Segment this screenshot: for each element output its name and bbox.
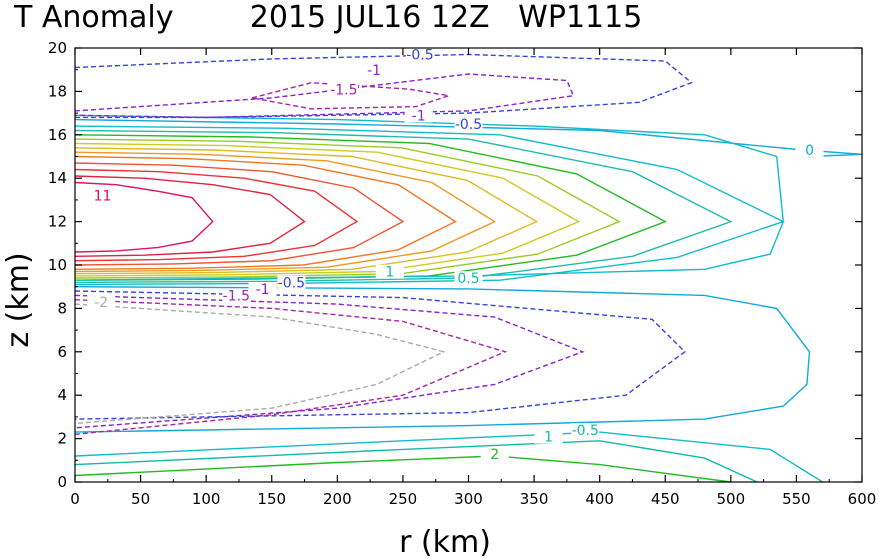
contour-line xyxy=(74,286,811,433)
contour-line xyxy=(74,147,539,275)
contour-label-bg xyxy=(87,295,116,310)
x-axis: 0 50 100 150 200 250 300 350 400 450 500 550 600 xyxy=(70,48,876,508)
contour-label: -0.5 xyxy=(278,276,305,292)
contour-label-bg xyxy=(454,117,483,132)
contour-label-bg xyxy=(360,62,389,77)
contour-line xyxy=(74,53,693,119)
x-tick-label: 150 xyxy=(257,490,286,508)
x-tick-label: 450 xyxy=(651,490,680,508)
contour-label-bg xyxy=(534,429,563,444)
contour-line xyxy=(74,155,457,270)
contour-line xyxy=(74,431,823,483)
contour-label: -1 xyxy=(367,63,381,79)
contour-label-bg xyxy=(88,188,117,203)
contour-label-bg xyxy=(795,143,824,158)
contour-label: -0.5 xyxy=(455,117,482,133)
contour-line xyxy=(251,81,450,110)
contour-line xyxy=(74,181,214,253)
x-tick-label: 250 xyxy=(389,490,418,508)
contour-label: 0.5 xyxy=(457,271,479,287)
contour-label-bg xyxy=(571,423,600,438)
contour-label: -0.5 xyxy=(572,423,599,439)
contour-label: -0.5 xyxy=(406,48,433,64)
chart-title: T Anomaly 2015 JUL16 12Z WP1115 xyxy=(13,0,642,35)
contour-label: -2 xyxy=(94,295,108,311)
y-tick-label: 0 xyxy=(57,473,67,491)
contour-line xyxy=(74,440,758,483)
contour-label-bg xyxy=(480,446,509,461)
contour-label-bg xyxy=(454,271,483,286)
x-tick-label: 50 xyxy=(131,490,150,508)
contour-label-bg xyxy=(222,288,251,303)
y-tick-label: 20 xyxy=(48,39,67,57)
x-tick-label: 0 xyxy=(70,490,80,508)
contour-label-bg xyxy=(329,82,358,97)
x-tick-label: 400 xyxy=(585,490,614,508)
contour-line xyxy=(74,114,785,281)
contour-label: 1 xyxy=(385,265,394,281)
contour-label: -1.5 xyxy=(223,289,250,305)
y-tick-label: 2 xyxy=(57,430,67,448)
contour-line xyxy=(74,151,497,273)
y-tick-label: 8 xyxy=(57,299,67,317)
y-tick-label: 6 xyxy=(57,343,67,361)
contour-labels: -0.5 -1 -1.5 -1 -0.5 0 1 0.5 -0.5 -1 -1.5 -2 11 -0.5 1… xyxy=(87,47,824,463)
contour-line xyxy=(74,168,359,262)
y-tick-label: 10 xyxy=(48,256,67,274)
x-tick-label: 350 xyxy=(520,490,549,508)
contour-line xyxy=(74,303,446,425)
x-tick-label: 500 xyxy=(717,490,746,508)
contour-line xyxy=(74,299,508,435)
x-tick-label: 600 xyxy=(848,490,877,508)
contour-line xyxy=(74,73,575,119)
contour-label-bg xyxy=(277,275,306,290)
contour-line xyxy=(74,138,621,279)
contour-line xyxy=(74,134,667,281)
contour-label: -1 xyxy=(256,282,270,298)
y-tick-label: 4 xyxy=(57,386,67,404)
contour-label: 2 xyxy=(490,447,499,463)
x-tick-label: 200 xyxy=(323,490,352,508)
contour-label: 0 xyxy=(805,143,814,159)
contour-line xyxy=(74,129,733,284)
contour-label-bg xyxy=(375,264,404,279)
contour-label-bg xyxy=(248,282,277,297)
contour-line xyxy=(74,175,306,257)
y-tick-label: 14 xyxy=(48,169,67,187)
y-tick-label: 12 xyxy=(48,213,67,231)
x-tick-label: 550 xyxy=(782,490,811,508)
y-tick-label: 16 xyxy=(48,126,67,144)
contour-label: 1 xyxy=(544,430,553,446)
contour-label: -1 xyxy=(412,108,426,124)
contour-line xyxy=(74,290,686,420)
contour-line xyxy=(74,294,585,429)
x-tick-label: 300 xyxy=(454,490,483,508)
y-tick-label: 18 xyxy=(48,82,67,100)
y-axis-label: z (km) xyxy=(1,252,36,347)
x-tick-label: 100 xyxy=(192,490,221,508)
contour-line xyxy=(74,162,405,266)
contour-label-bg xyxy=(405,47,434,62)
contour-line xyxy=(74,142,581,277)
contour-label-bg xyxy=(404,108,433,123)
x-axis-label: r (km) xyxy=(399,525,491,559)
contour-label: -1.5 xyxy=(330,82,357,98)
contour-label: 11 xyxy=(94,189,112,205)
